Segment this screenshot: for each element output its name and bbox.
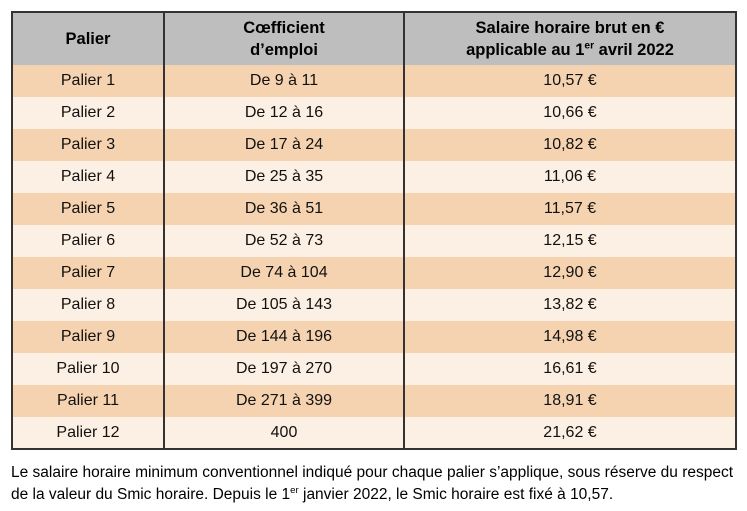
header-salary-line2: applicable au 1er avril 2022 [409,39,731,61]
header-salary-line1: Salaire horaire brut en € [475,18,665,37]
cell-salary: 14,98 € [403,321,736,353]
cell-coefficient: De 25 à 35 [163,161,404,193]
table-row: Palier 8 De 105 à 143 13,82 € [12,289,736,321]
cell-salary: 10,82 € [403,129,736,161]
cell-salary: 12,15 € [403,225,736,257]
cell-palier: Palier 2 [60,104,116,121]
cell-salary: 10,66 € [403,97,736,129]
header-coefficient: Cœfficient d’emploi [163,12,404,65]
cell-palier: Palier 5 [60,200,116,217]
cell-coefficient: De 197 à 270 [163,353,404,385]
cell-salary: 11,57 € [403,193,736,225]
header-salary-ordinal: er [584,40,595,52]
table-header-row: Palier Cœfficient d’emploi Salaire horai… [12,12,736,65]
cell-palier: Palier 3 [60,136,116,153]
cell-palier: Palier 11 [57,392,119,409]
header-salary-line2-post: avril 2022 [594,41,674,59]
header-coefficient-line1: Cœfficient [243,18,325,37]
cell-coefficient: De 105 à 143 [163,289,404,321]
table-row: Palier 4 De 25 à 35 11,06 € [12,161,736,193]
cell-salary: 18,91 € [403,385,736,417]
cell-palier: Palier 1 [60,72,116,89]
cell-salary: 11,06 € [403,161,736,193]
header-palier: Palier [12,12,164,65]
cell-salary: 21,62 € [403,417,736,449]
salary-scale-table: Palier Cœfficient d’emploi Salaire horai… [11,11,737,450]
cell-coefficient: De 271 à 399 [163,385,404,417]
cell-coefficient: De 52 à 73 [163,225,404,257]
header-salary-line2-pre: applicable au 1 [466,41,585,59]
cell-palier: Palier 8 [60,296,116,313]
header-palier-label: Palier [65,29,111,48]
table-row: Palier 2 De 12 à 16 10,66 € [12,97,736,129]
table-row: Palier 11 De 271 à 399 18,91 € [12,385,736,417]
cell-coefficient: De 36 à 51 [163,193,404,225]
footnote-ordinal: er [290,484,299,496]
cell-coefficient: De 12 à 16 [163,97,404,129]
cell-salary: 10,57 € [403,65,736,97]
table-row: Palier 7 De 74 à 104 12,90 € [12,257,736,289]
cell-palier: Palier 7 [60,264,116,281]
cell-salary: 16,61 € [403,353,736,385]
cell-palier: Palier 6 [60,232,116,249]
cell-coefficient: 400 [163,417,404,449]
table-row: Palier 10 De 197 à 270 16,61 € [12,353,736,385]
cell-palier: Palier 9 [60,328,116,345]
cell-palier: Palier 10 [56,360,120,377]
table-row: Palier 1 De 9 à 11 10,57 € [12,65,736,97]
footnote-part2: janvier 2022, le Smic horaire est fixé à… [298,486,614,503]
cell-salary: 13,82 € [403,289,736,321]
table-row: Palier 6 De 52 à 73 12,15 € [12,225,736,257]
cell-palier: Palier 12 [56,423,120,441]
table-row: Palier 3 De 17 à 24 10,82 € [12,129,736,161]
cell-coefficient: De 144 à 196 [163,321,404,353]
table-row: Palier 12 400 21,62 € [12,417,736,449]
cell-coefficient: De 74 à 104 [163,257,404,289]
cell-salary: 12,90 € [403,257,736,289]
footnote-part1: Le salaire horaire minimum conventionnel… [11,464,734,503]
footnote: Le salaire horaire minimum conventionnel… [11,462,743,506]
header-salary: Salaire horaire brut en € applicable au … [403,12,736,65]
header-coefficient-line2: d’emploi [250,41,318,59]
cell-coefficient: De 17 à 24 [163,129,404,161]
cell-palier: Palier 4 [60,168,116,185]
cell-coefficient: De 9 à 11 [163,65,404,97]
table-row: Palier 9 De 144 à 196 14,98 € [12,321,736,353]
table-row: Palier 5 De 36 à 51 11,57 € [12,193,736,225]
